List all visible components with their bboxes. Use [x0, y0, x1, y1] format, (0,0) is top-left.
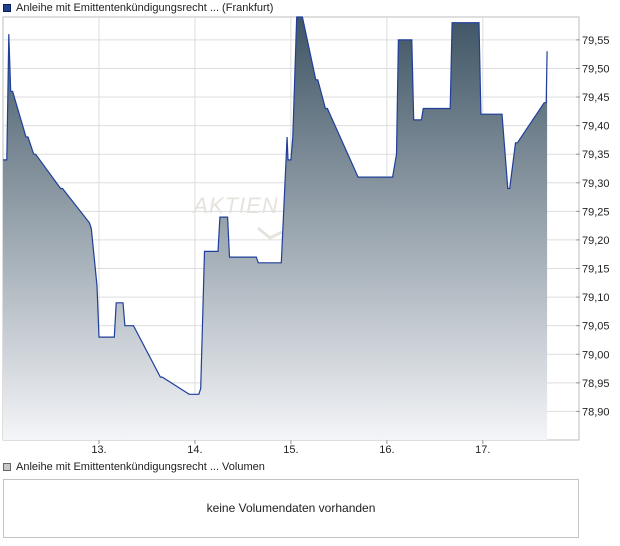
price-chart: AKTIEN 78,90 78,95 79,00 79,05 79,10 79,15 79,…	[2, 16, 610, 456]
x-tick-label: 16.	[379, 444, 394, 456]
y-tick-label: 79,40	[582, 121, 610, 133]
volume-legend-label: Anleihe mit Emittentenkündigungsrecht ..…	[16, 461, 265, 473]
price-legend-swatch	[3, 4, 11, 12]
price-legend-label: Anleihe mit Emittentenkündigungsrecht ..…	[16, 2, 274, 14]
y-tick-label: 79,00	[582, 349, 610, 361]
y-tick-label: 79,35	[582, 149, 610, 161]
watermark-check-icon	[257, 226, 283, 240]
x-tick-label: 13.	[91, 444, 106, 456]
y-tick-label: 79,55	[582, 35, 610, 47]
x-tick-label: 17.	[475, 444, 490, 456]
price-legend: Anleihe mit Emittentenkündigungsrecht ..…	[3, 1, 273, 15]
y-tick-label: 78,95	[582, 378, 610, 390]
y-tick-label: 79,05	[582, 321, 610, 333]
volume-legend-swatch	[3, 463, 11, 471]
y-tick-label: 79,10	[582, 292, 610, 304]
y-tick-label: 79,50	[582, 63, 610, 75]
volume-empty-message: keine Volumendaten vorhanden	[206, 501, 376, 515]
watermark: AKTIEN	[191, 193, 278, 218]
x-axis: 13. 14. 15. 16. 17.	[91, 440, 490, 456]
y-tick-label: 79,15	[582, 264, 610, 276]
x-tick-label: 15.	[283, 444, 298, 456]
price-line	[3, 16, 548, 395]
volume-legend: Anleihe mit Emittentenkündigungsrecht ..…	[3, 460, 265, 474]
x-tick-label: 14.	[187, 444, 202, 456]
y-tick-label: 79,30	[582, 178, 610, 190]
y-tick-label: 79,25	[582, 206, 610, 218]
volume-panel: keine Volumendaten vorhanden	[3, 479, 579, 538]
price-area	[3, 17, 548, 440]
y-tick-label: 79,20	[582, 235, 610, 247]
y-tick-label: 78,90	[582, 406, 610, 418]
y-tick-label: 79,45	[582, 92, 610, 104]
y-axis: 78,90 78,95 79,00 79,05 79,10 79,15 79,20 79,25…	[576, 35, 610, 418]
